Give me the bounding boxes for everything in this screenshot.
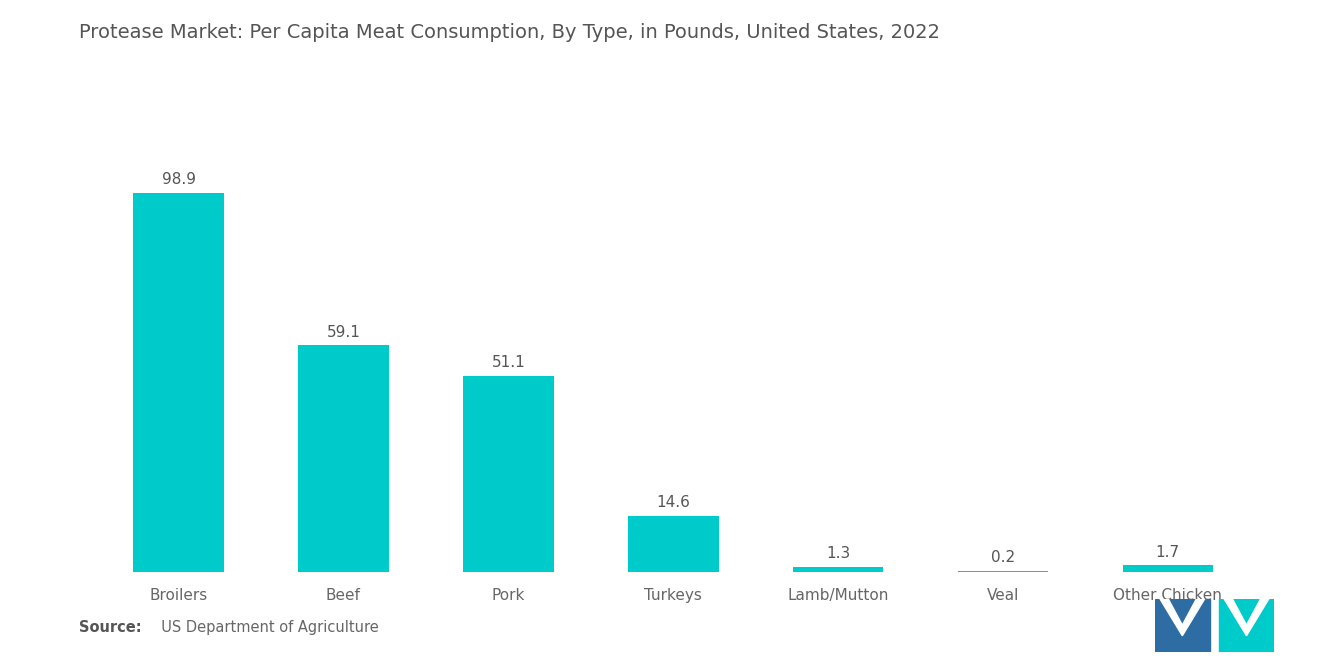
Bar: [133, 193, 224, 572]
Bar: [298, 345, 389, 572]
Text: 1.3: 1.3: [826, 546, 850, 561]
Text: 51.1: 51.1: [491, 355, 525, 370]
Bar: [957, 571, 1048, 572]
Text: 59.1: 59.1: [326, 325, 360, 340]
Bar: [628, 516, 718, 572]
Bar: [1155, 598, 1209, 652]
Bar: [1220, 598, 1274, 652]
Bar: [793, 567, 883, 572]
Text: 0.2: 0.2: [991, 551, 1015, 565]
Text: 98.9: 98.9: [161, 172, 195, 187]
Text: 1.7: 1.7: [1156, 545, 1180, 560]
Text: 14.6: 14.6: [656, 495, 690, 510]
Text: Protease Market: Per Capita Meat Consumption, By Type, in Pounds, United States,: Protease Market: Per Capita Meat Consump…: [79, 23, 940, 43]
Polygon shape: [1160, 598, 1205, 636]
Bar: [463, 376, 553, 572]
Bar: [1122, 565, 1213, 572]
Text: US Department of Agriculture: US Department of Agriculture: [152, 620, 379, 635]
Polygon shape: [1224, 598, 1269, 636]
Text: Source:: Source:: [79, 620, 141, 635]
